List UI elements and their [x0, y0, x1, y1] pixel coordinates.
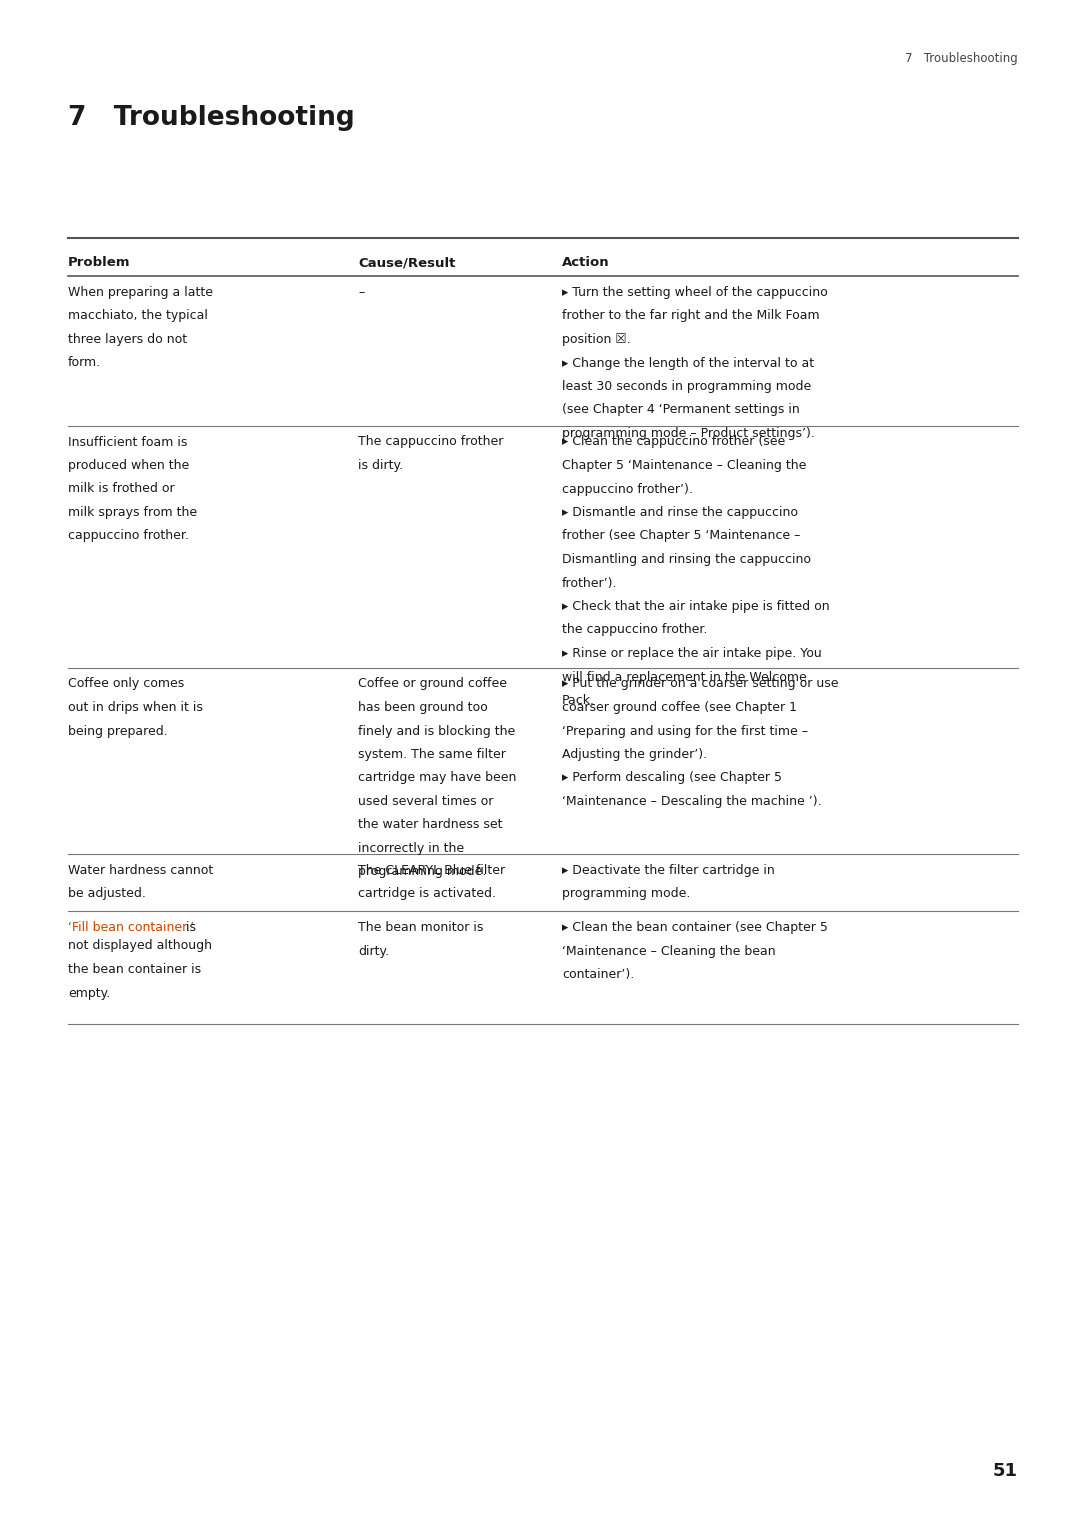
Text: not displayed although
the bean container is
empty.: not displayed although the bean containe…	[68, 939, 212, 999]
Text: Water hardness cannot
be adjusted.: Water hardness cannot be adjusted.	[68, 864, 213, 901]
Text: Action: Action	[562, 256, 609, 270]
Text: 7   Troubleshooting: 7 Troubleshooting	[905, 52, 1018, 64]
Text: The bean monitor is
dirty.: The bean monitor is dirty.	[357, 921, 484, 958]
Text: When preparing a latte
macchiato, the typical
three layers do not
form.: When preparing a latte macchiato, the ty…	[68, 286, 213, 369]
Text: ▸ Clean the cappuccino frother (see
Chapter 5 ‘Maintenance – Cleaning the
cappuc: ▸ Clean the cappuccino frother (see Chap…	[562, 435, 829, 706]
Text: Insufficient foam is
produced when the
milk is frothed or
milk sprays from the
c: Insufficient foam is produced when the m…	[68, 435, 198, 542]
Text: –: –	[357, 286, 364, 299]
Text: The CLEARYL Blue filter
cartridge is activated.: The CLEARYL Blue filter cartridge is act…	[357, 864, 505, 901]
Text: 51: 51	[993, 1462, 1018, 1480]
Text: ▸ Clean the bean container (see Chapter 5
‘Maintenance – Cleaning the bean
conta: ▸ Clean the bean container (see Chapter …	[562, 921, 828, 980]
Text: 7   Troubleshooting: 7 Troubleshooting	[68, 106, 354, 132]
Text: The cappuccino frother
is dirty.: The cappuccino frother is dirty.	[357, 435, 503, 472]
Text: ▸ Put the grinder on a coarser setting or use
coarser ground coffee (see Chapter: ▸ Put the grinder on a coarser setting o…	[562, 677, 838, 807]
Text: Problem: Problem	[68, 256, 131, 270]
Text: Coffee or ground coffee
has been ground too
finely and is blocking the
system. T: Coffee or ground coffee has been ground …	[357, 677, 516, 878]
Text: Cause/Result: Cause/Result	[357, 256, 456, 270]
Text: ‘Fill bean container.’: ‘Fill bean container.’	[68, 921, 194, 935]
Text: ▸ Turn the setting wheel of the cappuccino
frother to the far right and the Milk: ▸ Turn the setting wheel of the cappucci…	[562, 286, 827, 440]
Text: Coffee only comes
out in drips when it is
being prepared.: Coffee only comes out in drips when it i…	[68, 677, 203, 737]
Text: ▸ Deactivate the filter cartridge in
programming mode.: ▸ Deactivate the filter cartridge in pro…	[562, 864, 774, 901]
Text: is: is	[183, 921, 197, 935]
